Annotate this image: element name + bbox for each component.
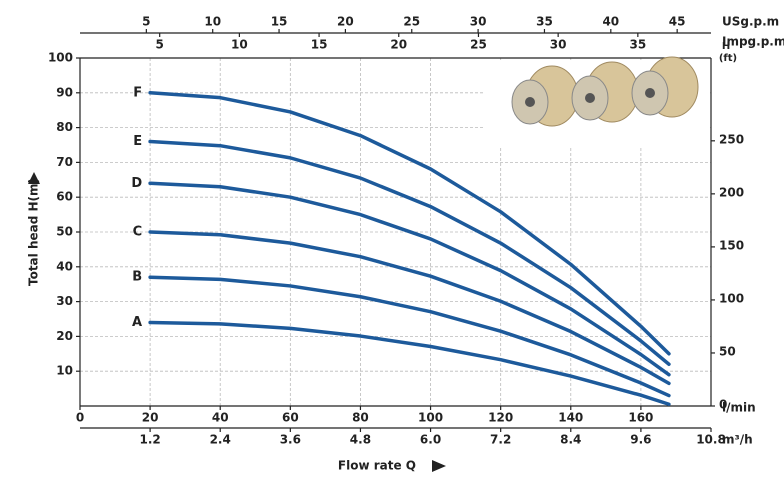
impeller-hub bbox=[585, 93, 595, 103]
x-tick-label: 5 bbox=[142, 15, 150, 29]
y2-unit: (ft) bbox=[719, 53, 737, 64]
impeller-hub bbox=[525, 97, 535, 107]
y2-tick-label: 0 bbox=[719, 398, 727, 412]
y2-tick-label: 50 bbox=[719, 344, 736, 358]
y-tick-label: 30 bbox=[56, 294, 73, 308]
axis-unit: USg.p.m bbox=[722, 15, 779, 29]
x-tick-label: 100 bbox=[418, 411, 443, 425]
x-tick-label: 45 bbox=[669, 15, 686, 29]
x-tick-label: 35 bbox=[629, 38, 646, 52]
pump-curve bbox=[148, 320, 671, 407]
y-arrow bbox=[28, 172, 40, 184]
y2-tick-label: 200 bbox=[719, 185, 744, 199]
x-tick-label: 15 bbox=[311, 38, 328, 52]
pump-curve bbox=[148, 91, 671, 356]
y-tick-label: 100 bbox=[48, 51, 73, 65]
y-tick-label: 60 bbox=[56, 190, 73, 204]
impeller-hub bbox=[645, 88, 655, 98]
x-tick-label: 80 bbox=[352, 411, 369, 425]
y-tick-label: 40 bbox=[56, 259, 73, 273]
y-tick-label: 80 bbox=[56, 120, 73, 134]
x-tick-label: 15 bbox=[271, 15, 288, 29]
x-tick-label: 10 bbox=[231, 38, 248, 52]
y2-title: H bbox=[722, 41, 730, 52]
axis-unit: m³/h bbox=[722, 433, 753, 447]
x-tick-label: 6.0 bbox=[420, 433, 441, 447]
pump-curve bbox=[148, 230, 671, 386]
x-tick-label: 0 bbox=[76, 411, 84, 425]
pump-curve bbox=[148, 181, 671, 377]
x-tick-label: 140 bbox=[558, 411, 583, 425]
x-tick-label: 4.8 bbox=[350, 433, 371, 447]
axis-unit: Impg.p.m bbox=[722, 35, 784, 49]
x-tick-label: 20 bbox=[142, 411, 159, 425]
x-arrow bbox=[432, 460, 446, 472]
x-tick-label: 8.4 bbox=[560, 433, 581, 447]
curve-label: C bbox=[133, 225, 143, 240]
y-tick-label: 70 bbox=[56, 155, 73, 169]
x-tick-label: 30 bbox=[470, 15, 487, 29]
y-axis-title: Total head H(m) bbox=[27, 178, 41, 286]
x-tick-label: 40 bbox=[212, 411, 229, 425]
x-tick-label: 5 bbox=[156, 38, 164, 52]
x-tick-label: 60 bbox=[282, 411, 299, 425]
x-tick-label: 35 bbox=[536, 15, 553, 29]
x-tick-label: 20 bbox=[390, 38, 407, 52]
x-tick-label: 25 bbox=[403, 15, 420, 29]
x-tick-label: 2.4 bbox=[210, 433, 231, 447]
y-tick-label: 10 bbox=[56, 364, 73, 378]
curve-label: A bbox=[132, 315, 142, 330]
x-unit: l/min bbox=[722, 401, 756, 415]
curve-label: F bbox=[133, 85, 142, 100]
x-axis-title: Flow rate Q bbox=[338, 459, 416, 473]
pump-image bbox=[484, 56, 709, 146]
x-tick-label: 20 bbox=[337, 15, 354, 29]
x-tick-label: 10.8 bbox=[696, 433, 726, 447]
x-tick-label: 120 bbox=[488, 411, 513, 425]
y2-tick-label: 100 bbox=[719, 291, 744, 305]
y-tick-label: 50 bbox=[56, 225, 73, 239]
x-tick-label: 10 bbox=[204, 15, 221, 29]
y2-tick-label: 150 bbox=[719, 238, 744, 252]
x-tick-label: 7.2 bbox=[490, 433, 511, 447]
x-tick-label: 1.2 bbox=[139, 433, 160, 447]
pump-curve bbox=[148, 275, 671, 398]
x-tick-label: 25 bbox=[470, 38, 487, 52]
y2-tick-label: 250 bbox=[719, 132, 744, 146]
curve-label: D bbox=[131, 176, 142, 191]
x-tick-label: 160 bbox=[628, 411, 653, 425]
x-tick-label: 40 bbox=[602, 15, 619, 29]
pump-curve bbox=[148, 139, 671, 366]
x-tick-label: 30 bbox=[550, 38, 567, 52]
y-tick-label: 20 bbox=[56, 329, 73, 343]
curve-label: B bbox=[132, 270, 142, 285]
x-tick-label: 3.6 bbox=[280, 433, 301, 447]
x-tick-label: 9.6 bbox=[630, 433, 651, 447]
y-tick-label: 90 bbox=[56, 85, 73, 99]
curve-label: E bbox=[133, 134, 142, 149]
